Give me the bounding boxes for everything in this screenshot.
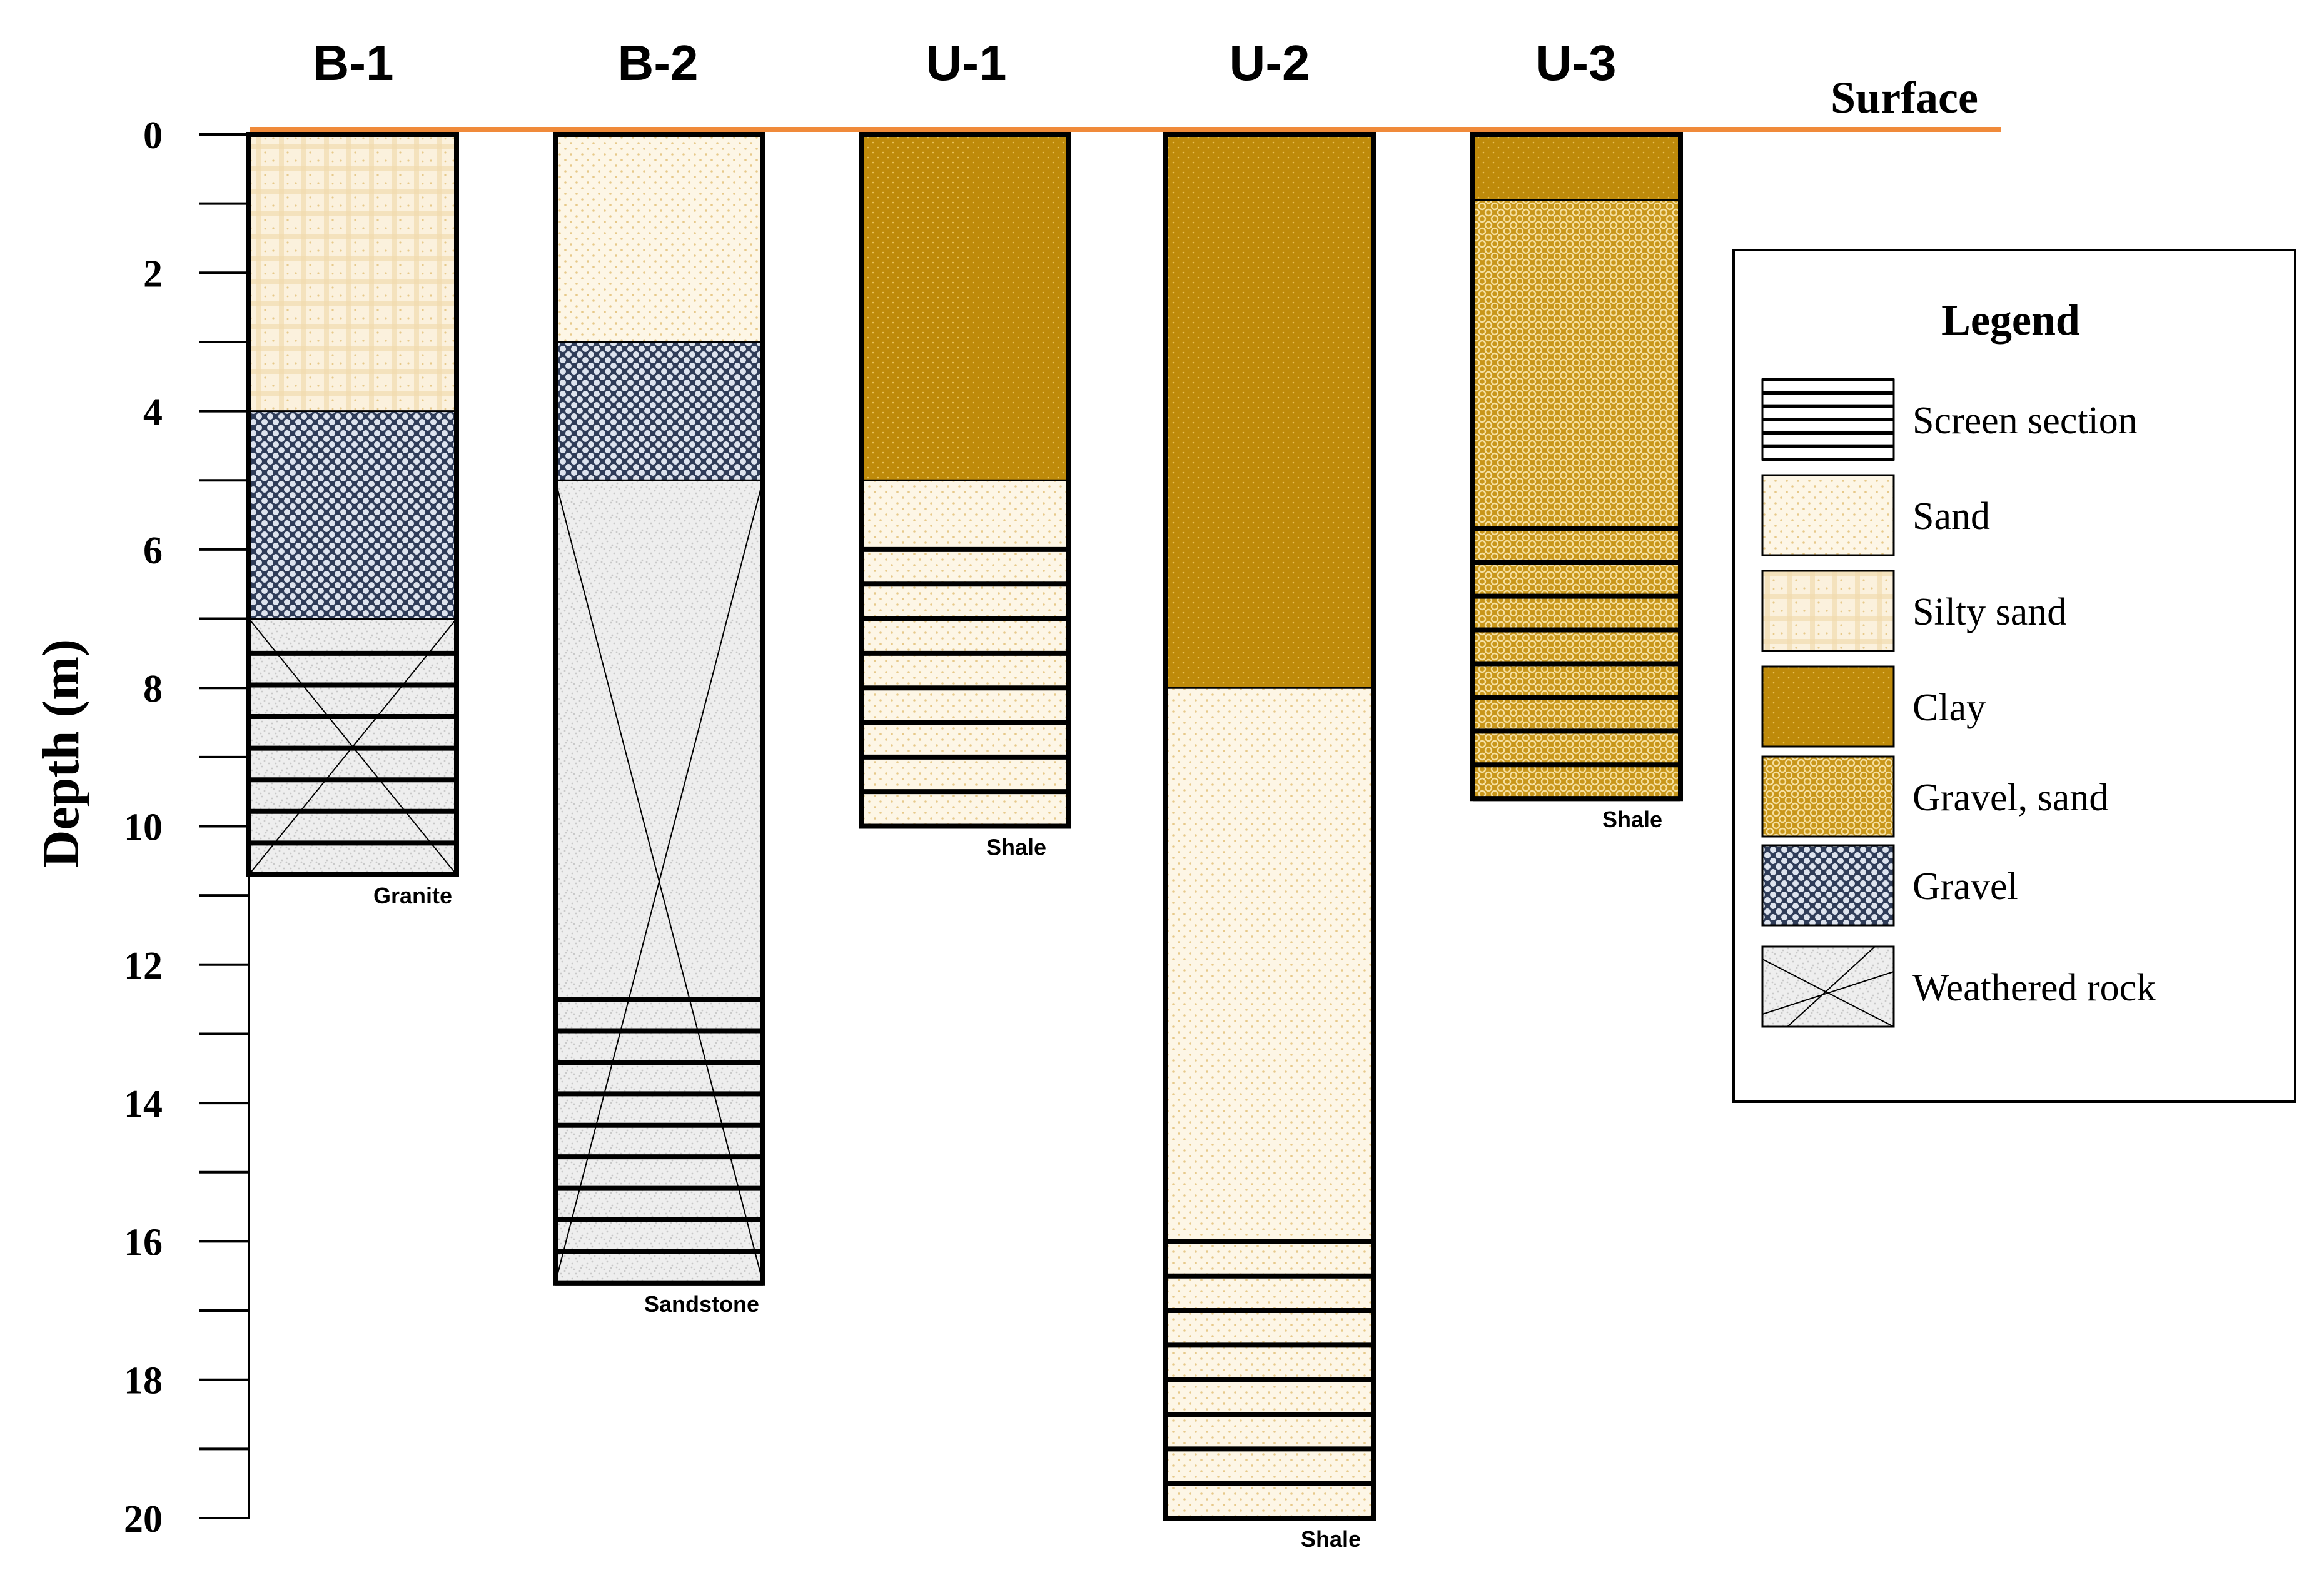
legend-label: Clay: [1912, 687, 1986, 729]
depth-tick-label: 12: [124, 945, 163, 987]
legend-label: Gravel, sand: [1912, 777, 2108, 819]
legend-label: Sand: [1912, 495, 1990, 538]
legend-item-screen: Screen section: [1761, 378, 2138, 461]
legend-label: Silty sand: [1912, 591, 2066, 633]
depth-tick-label: 0: [143, 114, 163, 157]
borehole-title: B-1: [313, 35, 394, 91]
bottom-rock-label: Shale: [1301, 1526, 1361, 1552]
borehole-title: B-2: [618, 35, 699, 91]
depth-tick-label: 10: [124, 807, 163, 849]
layer-silty: [249, 134, 457, 411]
legend-item-gravelsand: Gravel, sand: [1761, 755, 2108, 838]
borehole-b-1: B-1 Granite: [246, 35, 459, 908]
legend-swatch: [1761, 570, 1895, 652]
layer-gravel: [249, 411, 457, 619]
legend: Legend Screen section Sand Silty sand Clay G…: [1732, 249, 2296, 1103]
bottom-rock-label: Granite: [373, 883, 452, 908]
borehole-title: U-3: [1536, 35, 1617, 91]
depth-tick-label: 20: [124, 1498, 163, 1541]
layer-clay: [861, 134, 1069, 481]
y-axis-title: Depth (m): [32, 639, 90, 868]
borehole-b-2: B-2 Sandstone: [553, 35, 765, 1317]
legend-swatch: [1761, 945, 1895, 1028]
depth-tick-label: 2: [143, 253, 163, 295]
legend-label: Screen section: [1912, 400, 2138, 442]
layer-clay: [1166, 134, 1373, 688]
depth-tick-label: 8: [143, 668, 163, 710]
bottom-rock-label: Shale: [986, 835, 1046, 860]
legend-label: Weathered rock: [1912, 967, 2156, 1009]
borehole-casing: [1163, 132, 1376, 1521]
legend-swatch: [1761, 378, 1895, 461]
surface-label: Surface: [1831, 73, 1978, 123]
depth-axis: 0 2 4 6 8 10 12 14 16 18 20: [124, 114, 250, 1541]
legend-item-clay: Clay: [1761, 665, 1986, 748]
legend-label: Gravel: [1912, 865, 2018, 908]
rock-diagonal: [555, 480, 764, 1284]
layer-gravel: [555, 341, 763, 481]
layer-clay: [1473, 134, 1680, 201]
depth-tick-label: 18: [124, 1360, 163, 1402]
borehole-casing: [1470, 132, 1683, 802]
borehole-title: U-2: [1230, 35, 1310, 91]
borehole-casing: [859, 132, 1071, 829]
legend-item-silty: Silty sand: [1761, 570, 2066, 652]
borehole-u-2: U-2 Shale: [1163, 35, 1376, 1552]
layer-sand: [555, 134, 763, 342]
depth-tick-label: 4: [143, 391, 163, 434]
depth-tick-label: 14: [124, 1083, 163, 1125]
layer-gravelsand: [1473, 200, 1680, 799]
legend-swatch: [1761, 755, 1895, 838]
legend-item-sand: Sand: [1761, 474, 1990, 556]
legend-swatch: [1761, 844, 1895, 927]
borehole-u-3: U-3 Shale: [1470, 35, 1683, 832]
layer-sand: [1166, 688, 1373, 1518]
bottom-rock-label: Sandstone: [644, 1291, 759, 1317]
borehole-u-1: U-1 Shale: [859, 35, 1071, 860]
depth-tick-label: 6: [143, 530, 163, 572]
legend-items: Screen section Sand Silty sand Clay Gravel, …: [1761, 378, 2156, 1028]
depth-axis-tick-labels: 0 2 4 6 8 10 12 14 16 18 20: [124, 114, 163, 1541]
legend-item-gravel: Gravel: [1761, 844, 2018, 927]
legend-swatch: [1761, 474, 1895, 556]
legend-item-rock: Weathered rock: [1761, 945, 2156, 1028]
depth-tick-label: 16: [124, 1221, 163, 1264]
depth-axis-ticks: [199, 133, 250, 1519]
boreholes: B-1GraniteB-2SandstoneU-1ShaleU-2ShaleU-…: [246, 35, 1683, 1552]
bottom-rock-label: Shale: [1602, 807, 1662, 832]
legend-title: Legend: [1941, 296, 2080, 345]
borehole-title: U-1: [926, 35, 1007, 91]
borehole-casing: [246, 132, 459, 877]
legend-swatch: [1761, 665, 1895, 748]
borehole-casing: [553, 132, 765, 1286]
